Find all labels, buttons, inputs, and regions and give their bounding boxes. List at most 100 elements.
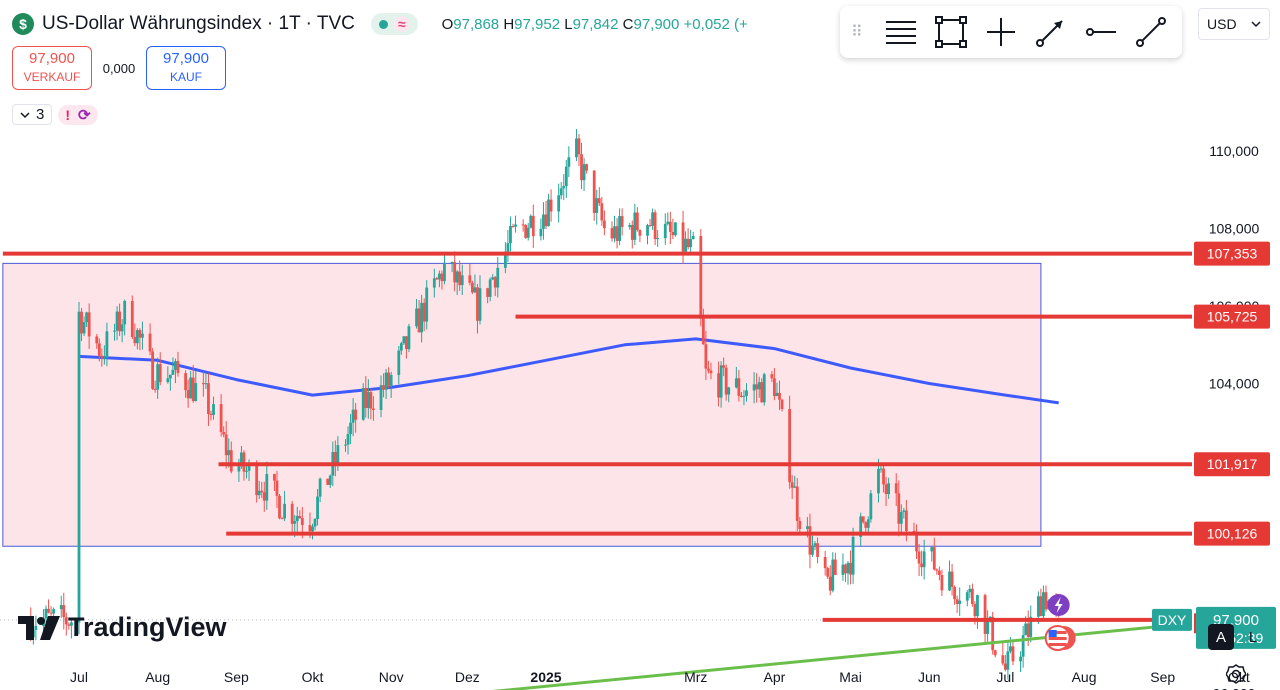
candle-body <box>298 516 302 519</box>
candle-body <box>618 216 621 241</box>
candle <box>894 473 898 507</box>
x-tick-label: Mrz <box>684 669 707 685</box>
candle <box>861 516 865 524</box>
currency-select[interactable]: USD <box>1198 8 1270 40</box>
candle-body <box>224 434 228 456</box>
candle-body <box>577 138 581 155</box>
candle-body <box>630 225 634 240</box>
candle <box>808 513 812 569</box>
candle-body <box>849 562 852 575</box>
candle-body <box>597 198 601 204</box>
candle-body <box>336 445 340 464</box>
candle-body <box>135 330 139 344</box>
candle <box>1019 651 1022 673</box>
drag-handle-icon[interactable]: ⠿ <box>851 24 863 41</box>
horizontal-ray-icon[interactable] <box>1081 12 1121 52</box>
candle-body <box>260 490 264 493</box>
sync-icon[interactable]: ⟳ <box>78 106 91 124</box>
gear-icon[interactable] <box>1226 664 1246 684</box>
candle-body <box>280 518 284 520</box>
indicators-toggle[interactable]: 3 <box>12 104 53 125</box>
candle <box>1003 655 1007 672</box>
candle-body <box>476 287 479 321</box>
candle <box>717 361 720 407</box>
candle <box>326 478 330 485</box>
horizontal-lines-icon[interactable] <box>881 12 921 52</box>
candle-body <box>372 408 375 410</box>
candle <box>219 394 223 437</box>
candle-body <box>420 302 424 333</box>
dollar-icon[interactable]: $ <box>12 13 34 35</box>
candle <box>526 223 530 241</box>
candle <box>902 507 906 519</box>
line-icon[interactable] <box>1131 12 1171 52</box>
x-tick-label: Aug <box>1072 669 1097 685</box>
sell-label: VERKAUF <box>23 70 81 84</box>
spread-value: 0,000 <box>102 60 136 76</box>
candle <box>503 242 507 274</box>
candle-body <box>491 277 495 280</box>
candle-body <box>953 586 957 600</box>
candle-body <box>174 361 177 370</box>
candle-body <box>717 373 720 398</box>
candle-body <box>879 468 883 470</box>
candle <box>778 380 781 411</box>
candle <box>273 473 276 491</box>
chart-header: $ US-Dollar Währungsindex · 1T · TVC ≈ O… <box>12 10 748 38</box>
candle-body <box>899 511 903 524</box>
tradingview-logo[interactable]: TradingView <box>18 612 227 643</box>
indicator-row: 3 ! ⟳ <box>12 104 98 125</box>
candle-body <box>547 199 550 227</box>
level-price-label: 105,725 <box>1207 309 1258 325</box>
close-label: C <box>622 15 634 33</box>
candle <box>1044 585 1048 612</box>
candle <box>752 372 756 404</box>
alert-badge[interactable]: ! ⟳ <box>58 104 98 125</box>
candle-body <box>1001 655 1005 664</box>
candle <box>813 541 817 551</box>
candle <box>831 552 835 593</box>
candle-body <box>653 212 657 240</box>
auto-scale-button[interactable]: A <box>1208 624 1234 650</box>
sell-price: 97,900 <box>29 50 75 67</box>
market-status-badge[interactable]: ≈ <box>370 13 418 35</box>
candle <box>222 426 226 438</box>
rectangle-icon[interactable] <box>931 12 971 52</box>
candle-body <box>313 518 317 527</box>
candle-body <box>275 480 279 496</box>
candle-body <box>833 559 837 575</box>
sell-button[interactable]: 97,900 VERKAUF <box>12 46 92 90</box>
candle-body <box>691 236 695 240</box>
candle-body <box>826 568 830 577</box>
candle <box>186 379 190 408</box>
x-tick-label: Sep <box>224 669 249 685</box>
candle-body <box>904 510 908 531</box>
candle <box>201 371 205 397</box>
candle <box>646 223 649 245</box>
candle-body <box>755 384 759 390</box>
candle <box>638 229 642 243</box>
candle <box>755 373 759 403</box>
candle-body <box>295 516 299 522</box>
candle-body <box>559 188 563 196</box>
buy-button[interactable]: 97,900 KAUF <box>146 46 226 90</box>
y-tick-label: 104,000 <box>1209 376 1260 392</box>
symbol-title[interactable]: US-Dollar Währungsindex · 1T · TVC <box>42 13 355 34</box>
candle <box>318 477 322 503</box>
crosshair-icon[interactable] <box>981 12 1021 52</box>
candle-body <box>866 519 870 528</box>
candle-body <box>851 536 855 575</box>
candle-body <box>663 223 667 239</box>
candle <box>491 274 495 281</box>
candle-body <box>514 224 517 227</box>
candle-body <box>757 382 761 390</box>
candle-body <box>402 336 406 344</box>
candle <box>153 380 157 393</box>
log-scale-button[interactable]: L <box>1248 628 1258 646</box>
candle <box>793 475 797 488</box>
tradingview-logo-icon <box>18 615 60 640</box>
trendline-icon[interactable] <box>1031 12 1071 52</box>
x-tick-label: Jun <box>918 669 941 685</box>
candle <box>204 372 208 390</box>
